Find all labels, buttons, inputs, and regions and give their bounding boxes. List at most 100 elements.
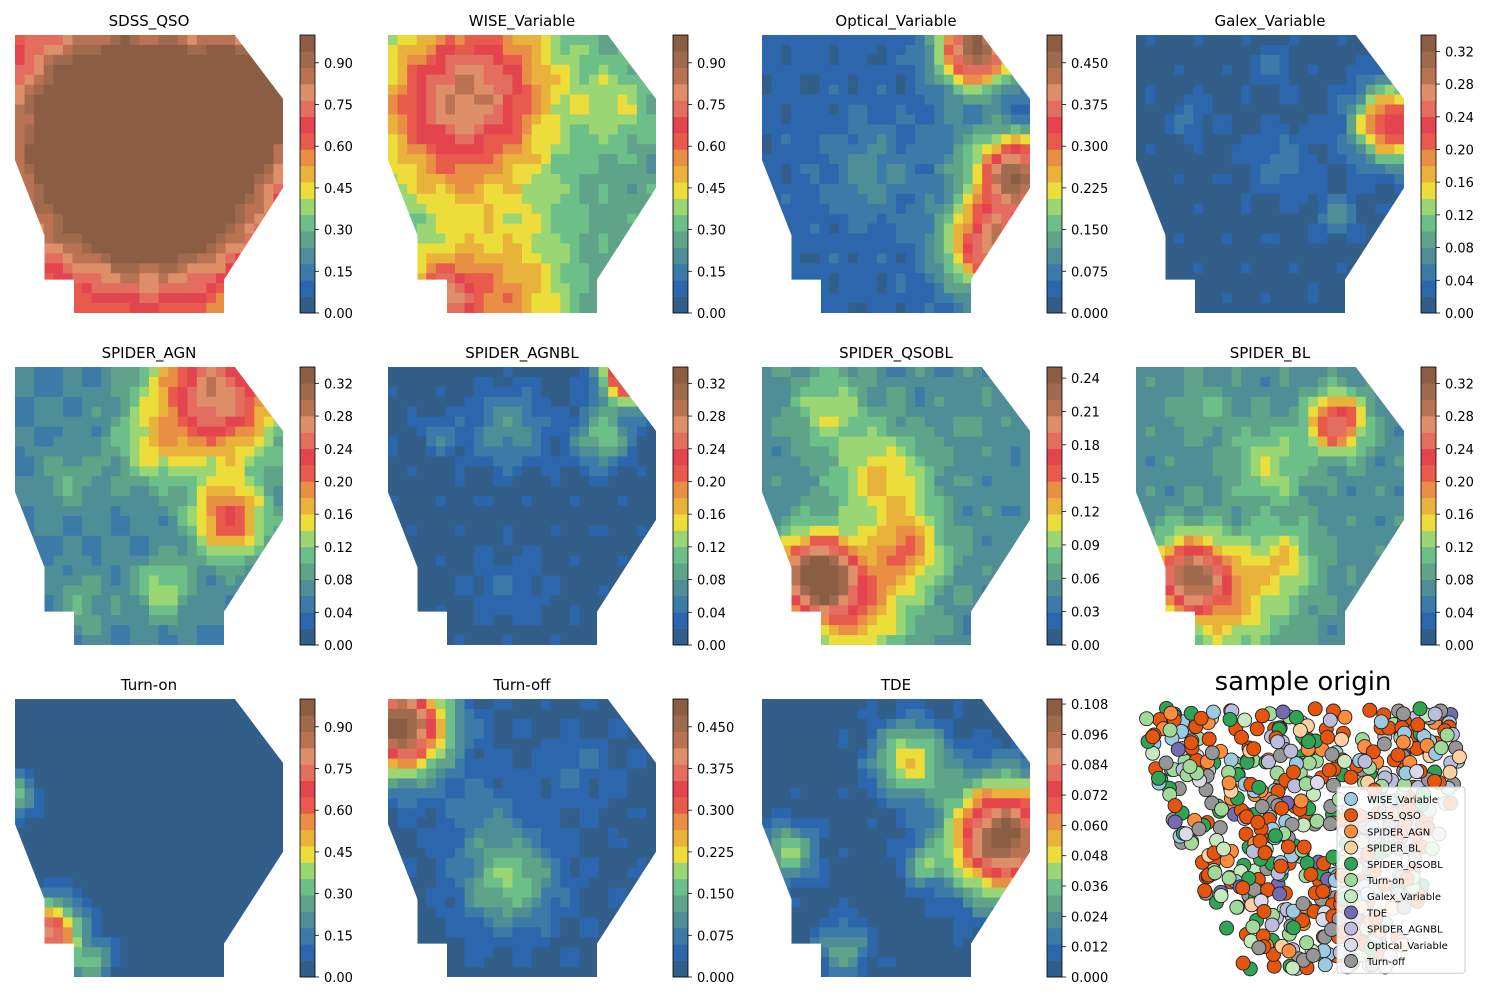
- heatmap-cell: [34, 273, 45, 284]
- heatmap-cell: [407, 496, 418, 507]
- heatmap-cell: [1231, 293, 1242, 304]
- colorbar-segment: [1421, 247, 1436, 265]
- heatmap-cell: [91, 615, 102, 626]
- heatmap-cell: [1193, 253, 1204, 264]
- heatmap-cell: [43, 496, 54, 507]
- heatmap-cell: [1212, 293, 1223, 304]
- heatmap-cell: [1145, 273, 1156, 284]
- heatmap-cell: [34, 496, 45, 507]
- heatmap-cell: [1270, 293, 1281, 304]
- heatmap-cell: [43, 436, 54, 448]
- heatmap-cell: [1020, 174, 1030, 185]
- heatmap-cell: [560, 54, 571, 66]
- heatmap-cell: [953, 376, 964, 388]
- heatmap-cell: [254, 84, 265, 96]
- heatmap-cell: [991, 213, 1002, 225]
- heatmap-cell: [982, 35, 993, 46]
- heatmap-cell: [225, 436, 236, 448]
- heatmap-cell: [196, 595, 208, 606]
- heatmap-cell: [101, 84, 112, 96]
- heatmap-cell: [177, 525, 188, 537]
- heatmap-cell: [91, 545, 102, 557]
- heatmap-cell: [235, 114, 246, 125]
- heatmap-cell: [177, 94, 188, 106]
- heatmap-cell: [886, 44, 897, 56]
- heatmap-cell: [531, 183, 542, 195]
- heatmap-cell: [1001, 263, 1012, 274]
- heatmap-cell: [168, 525, 179, 537]
- heatmap-cell: [426, 273, 437, 284]
- heatmap-cell: [636, 496, 648, 507]
- heatmap-cell: [1203, 183, 1214, 195]
- heatmap-cell: [876, 376, 888, 388]
- heatmap-cell: [569, 263, 581, 274]
- heatmap-cell: [206, 54, 217, 66]
- heatmap-cell: [254, 525, 265, 537]
- heatmap-cell: [139, 416, 150, 428]
- heatmap-cell: [120, 436, 131, 448]
- heatmap-cell: [72, 376, 83, 388]
- heatmap-cell: [522, 416, 533, 428]
- heatmap-cell: [1260, 193, 1271, 205]
- heatmap-cell: [225, 74, 236, 86]
- heatmap-cell: [934, 144, 945, 155]
- heatmap-cell: [435, 303, 447, 313]
- heatmap-cell: [1001, 293, 1012, 304]
- heatmap-cell: [24, 367, 35, 378]
- heatmap-cell: [407, 486, 418, 497]
- heatmap-cell: [416, 213, 427, 225]
- heatmap-cell: [1010, 154, 1022, 165]
- heatmap-cell: [829, 164, 840, 175]
- heatmap-cell: [953, 94, 964, 106]
- heatmap-cell: [608, 84, 619, 96]
- heatmap-cell: [646, 515, 656, 527]
- heatmap-cell: [1308, 94, 1319, 106]
- heatmap-cell: [254, 74, 265, 86]
- heatmap-cell: [110, 625, 121, 636]
- heatmap-cell: [896, 193, 907, 205]
- heatmap-cell: [915, 94, 926, 106]
- heatmap-cell: [1222, 273, 1233, 284]
- heatmap-cell: [943, 154, 955, 165]
- heatmap-cell: [263, 144, 275, 155]
- heatmap-cell: [560, 174, 571, 185]
- heatmap-cell: [196, 213, 208, 225]
- heatmap-cell: [464, 114, 475, 125]
- heatmap-cell: [149, 476, 160, 487]
- heatmap-cell: [24, 615, 35, 626]
- heatmap-cell: [72, 174, 83, 185]
- heatmap-cell: [1270, 54, 1281, 66]
- heatmap-cell: [474, 436, 485, 448]
- heatmap-cell: [388, 486, 399, 497]
- heatmap-cell: [263, 386, 275, 398]
- heatmap-cell: [216, 486, 227, 497]
- heatmap-cell: [426, 124, 437, 135]
- heatmap-cell: [225, 506, 236, 517]
- heatmap-cell: [263, 515, 275, 527]
- heatmap-cell: [34, 164, 45, 175]
- heatmap-cell: [569, 635, 581, 645]
- heatmap-cell: [1337, 64, 1348, 76]
- heatmap-cell: [120, 193, 131, 205]
- heatmap-cell: [235, 154, 246, 165]
- heatmap-cell: [1317, 233, 1329, 245]
- heatmap-cell: [110, 253, 121, 264]
- heatmap-cell: [876, 114, 888, 125]
- heatmap-cell: [636, 154, 648, 165]
- heatmap-cell: [569, 193, 581, 205]
- heatmap-cell: [273, 545, 283, 557]
- heatmap-cell: [1298, 293, 1309, 304]
- heatmap-cell: [474, 44, 485, 56]
- heatmap-cell: [53, 625, 64, 636]
- heatmap-cell: [790, 273, 801, 284]
- heatmap-cell: [1327, 293, 1338, 304]
- heatmap-cell: [455, 174, 466, 185]
- heatmap-cell: [771, 124, 782, 135]
- colorbar-tick-label: 0.150: [1071, 224, 1108, 239]
- heatmap-cell: [646, 595, 656, 606]
- heatmap-cell: [24, 476, 35, 487]
- heatmap-cell: [1279, 144, 1290, 155]
- heatmap-cell: [455, 386, 466, 398]
- heatmap-cell: [617, 273, 628, 284]
- heatmap-cell: [809, 183, 821, 195]
